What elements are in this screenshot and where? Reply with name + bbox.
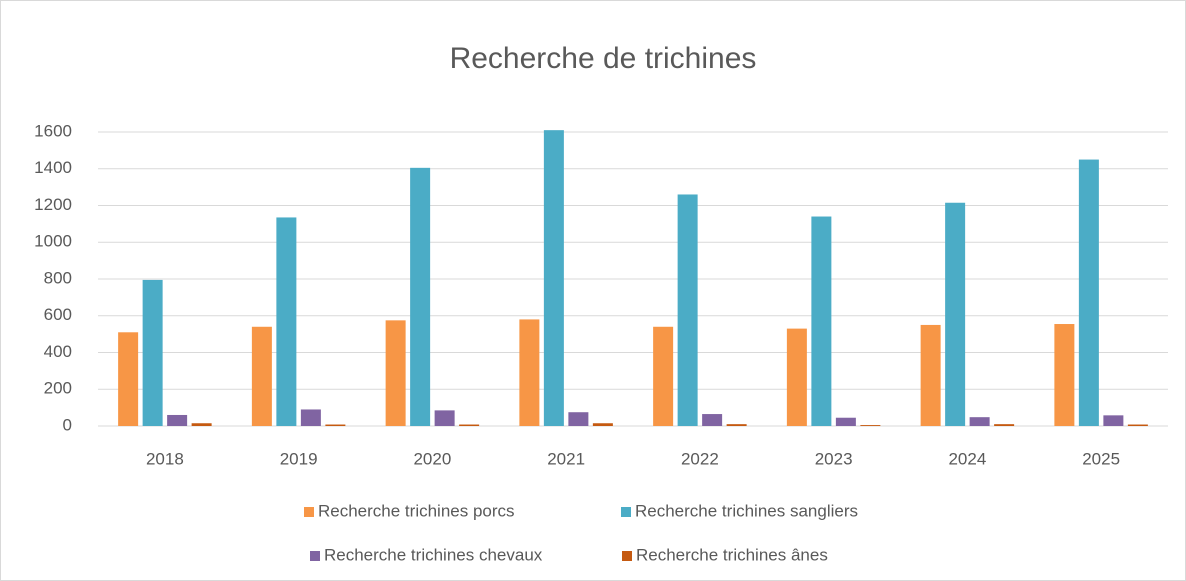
bar bbox=[118, 332, 139, 426]
bar bbox=[653, 326, 674, 426]
x-tick-label: 2025 bbox=[1082, 449, 1120, 468]
bar bbox=[726, 424, 747, 426]
bar bbox=[592, 423, 613, 426]
chart-title: Recherche de trichines bbox=[450, 42, 757, 75]
bar bbox=[385, 320, 406, 426]
legend-swatch bbox=[304, 507, 314, 517]
bar bbox=[1103, 415, 1124, 426]
bar bbox=[1054, 324, 1075, 426]
legend-swatch bbox=[310, 551, 320, 561]
bar bbox=[945, 202, 966, 426]
y-tick-label: 1600 bbox=[34, 121, 72, 140]
bar bbox=[459, 424, 480, 426]
y-tick-label: 600 bbox=[44, 305, 72, 324]
bar bbox=[142, 279, 163, 426]
bar bbox=[251, 326, 272, 426]
bar bbox=[543, 130, 564, 426]
bar bbox=[191, 423, 212, 426]
y-tick-label: 800 bbox=[44, 268, 72, 287]
bar bbox=[167, 414, 188, 426]
bar bbox=[677, 194, 698, 426]
x-tick-label: 2024 bbox=[948, 449, 986, 468]
legend-label: Recherche trichines chevaux bbox=[324, 545, 543, 564]
bar bbox=[1127, 424, 1148, 426]
bar bbox=[835, 417, 856, 426]
bar bbox=[702, 414, 723, 426]
bar bbox=[860, 425, 881, 426]
y-tick-label: 400 bbox=[44, 342, 72, 361]
bar bbox=[276, 217, 297, 426]
y-tick-label: 1200 bbox=[34, 195, 72, 214]
bar bbox=[786, 328, 807, 426]
legend-label: Recherche trichines ânes bbox=[636, 545, 828, 564]
bar bbox=[920, 324, 941, 426]
legend-label: Recherche trichines porcs bbox=[318, 501, 515, 520]
legend-label: Recherche trichines sangliers bbox=[635, 501, 858, 520]
y-tick-label: 0 bbox=[63, 415, 72, 434]
bar bbox=[325, 424, 346, 426]
bar bbox=[410, 167, 431, 427]
x-tick-label: 2020 bbox=[413, 449, 451, 468]
y-tick-label: 1400 bbox=[34, 158, 72, 177]
x-tick-label: 2023 bbox=[815, 449, 853, 468]
y-tick-label: 200 bbox=[44, 379, 72, 398]
x-tick-label: 2019 bbox=[280, 449, 318, 468]
bar bbox=[811, 216, 832, 426]
x-tick-label: 2021 bbox=[547, 449, 585, 468]
y-tick-label: 1000 bbox=[34, 232, 72, 251]
bar bbox=[1078, 159, 1099, 426]
legend-swatch bbox=[621, 507, 631, 517]
bar bbox=[568, 412, 589, 426]
bar bbox=[994, 424, 1015, 426]
bar bbox=[300, 409, 321, 426]
x-tick-label: 2018 bbox=[146, 449, 184, 468]
legend-swatch bbox=[622, 551, 632, 561]
x-tick-label: 2022 bbox=[681, 449, 719, 468]
bar bbox=[969, 417, 990, 426]
bar bbox=[519, 319, 540, 426]
bar bbox=[434, 410, 455, 426]
